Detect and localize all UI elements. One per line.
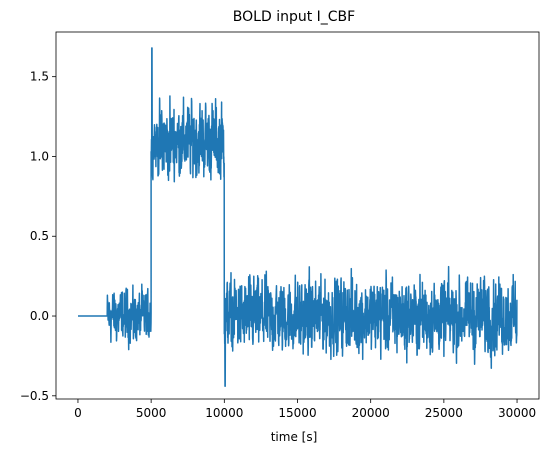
- x-tick-label: 30000: [498, 406, 536, 420]
- y-axis: −0.5 0.0 0.5 1.0 1.5: [20, 70, 56, 403]
- x-tick-label: 5000: [136, 406, 167, 420]
- y-tick-label: 0.5: [30, 229, 49, 243]
- y-tick-label: −0.5: [20, 389, 49, 403]
- x-axis: 0 5000 10000 15000 20000 25000 30000: [74, 399, 536, 420]
- y-tick-label: 1.0: [30, 149, 49, 163]
- x-tick-label: 0: [74, 406, 82, 420]
- chart-title: BOLD input I_CBF: [233, 9, 355, 25]
- y-tick-label: 0.0: [30, 309, 49, 323]
- x-tick-label: 20000: [352, 406, 390, 420]
- x-tick-label: 25000: [425, 406, 463, 420]
- x-tick-label: 10000: [205, 406, 243, 420]
- series-line: [78, 47, 518, 387]
- plot-area: [78, 47, 518, 387]
- y-tick-label: 1.5: [30, 70, 49, 84]
- x-axis-label: time [s]: [271, 430, 318, 444]
- x-tick-label: 15000: [278, 406, 316, 420]
